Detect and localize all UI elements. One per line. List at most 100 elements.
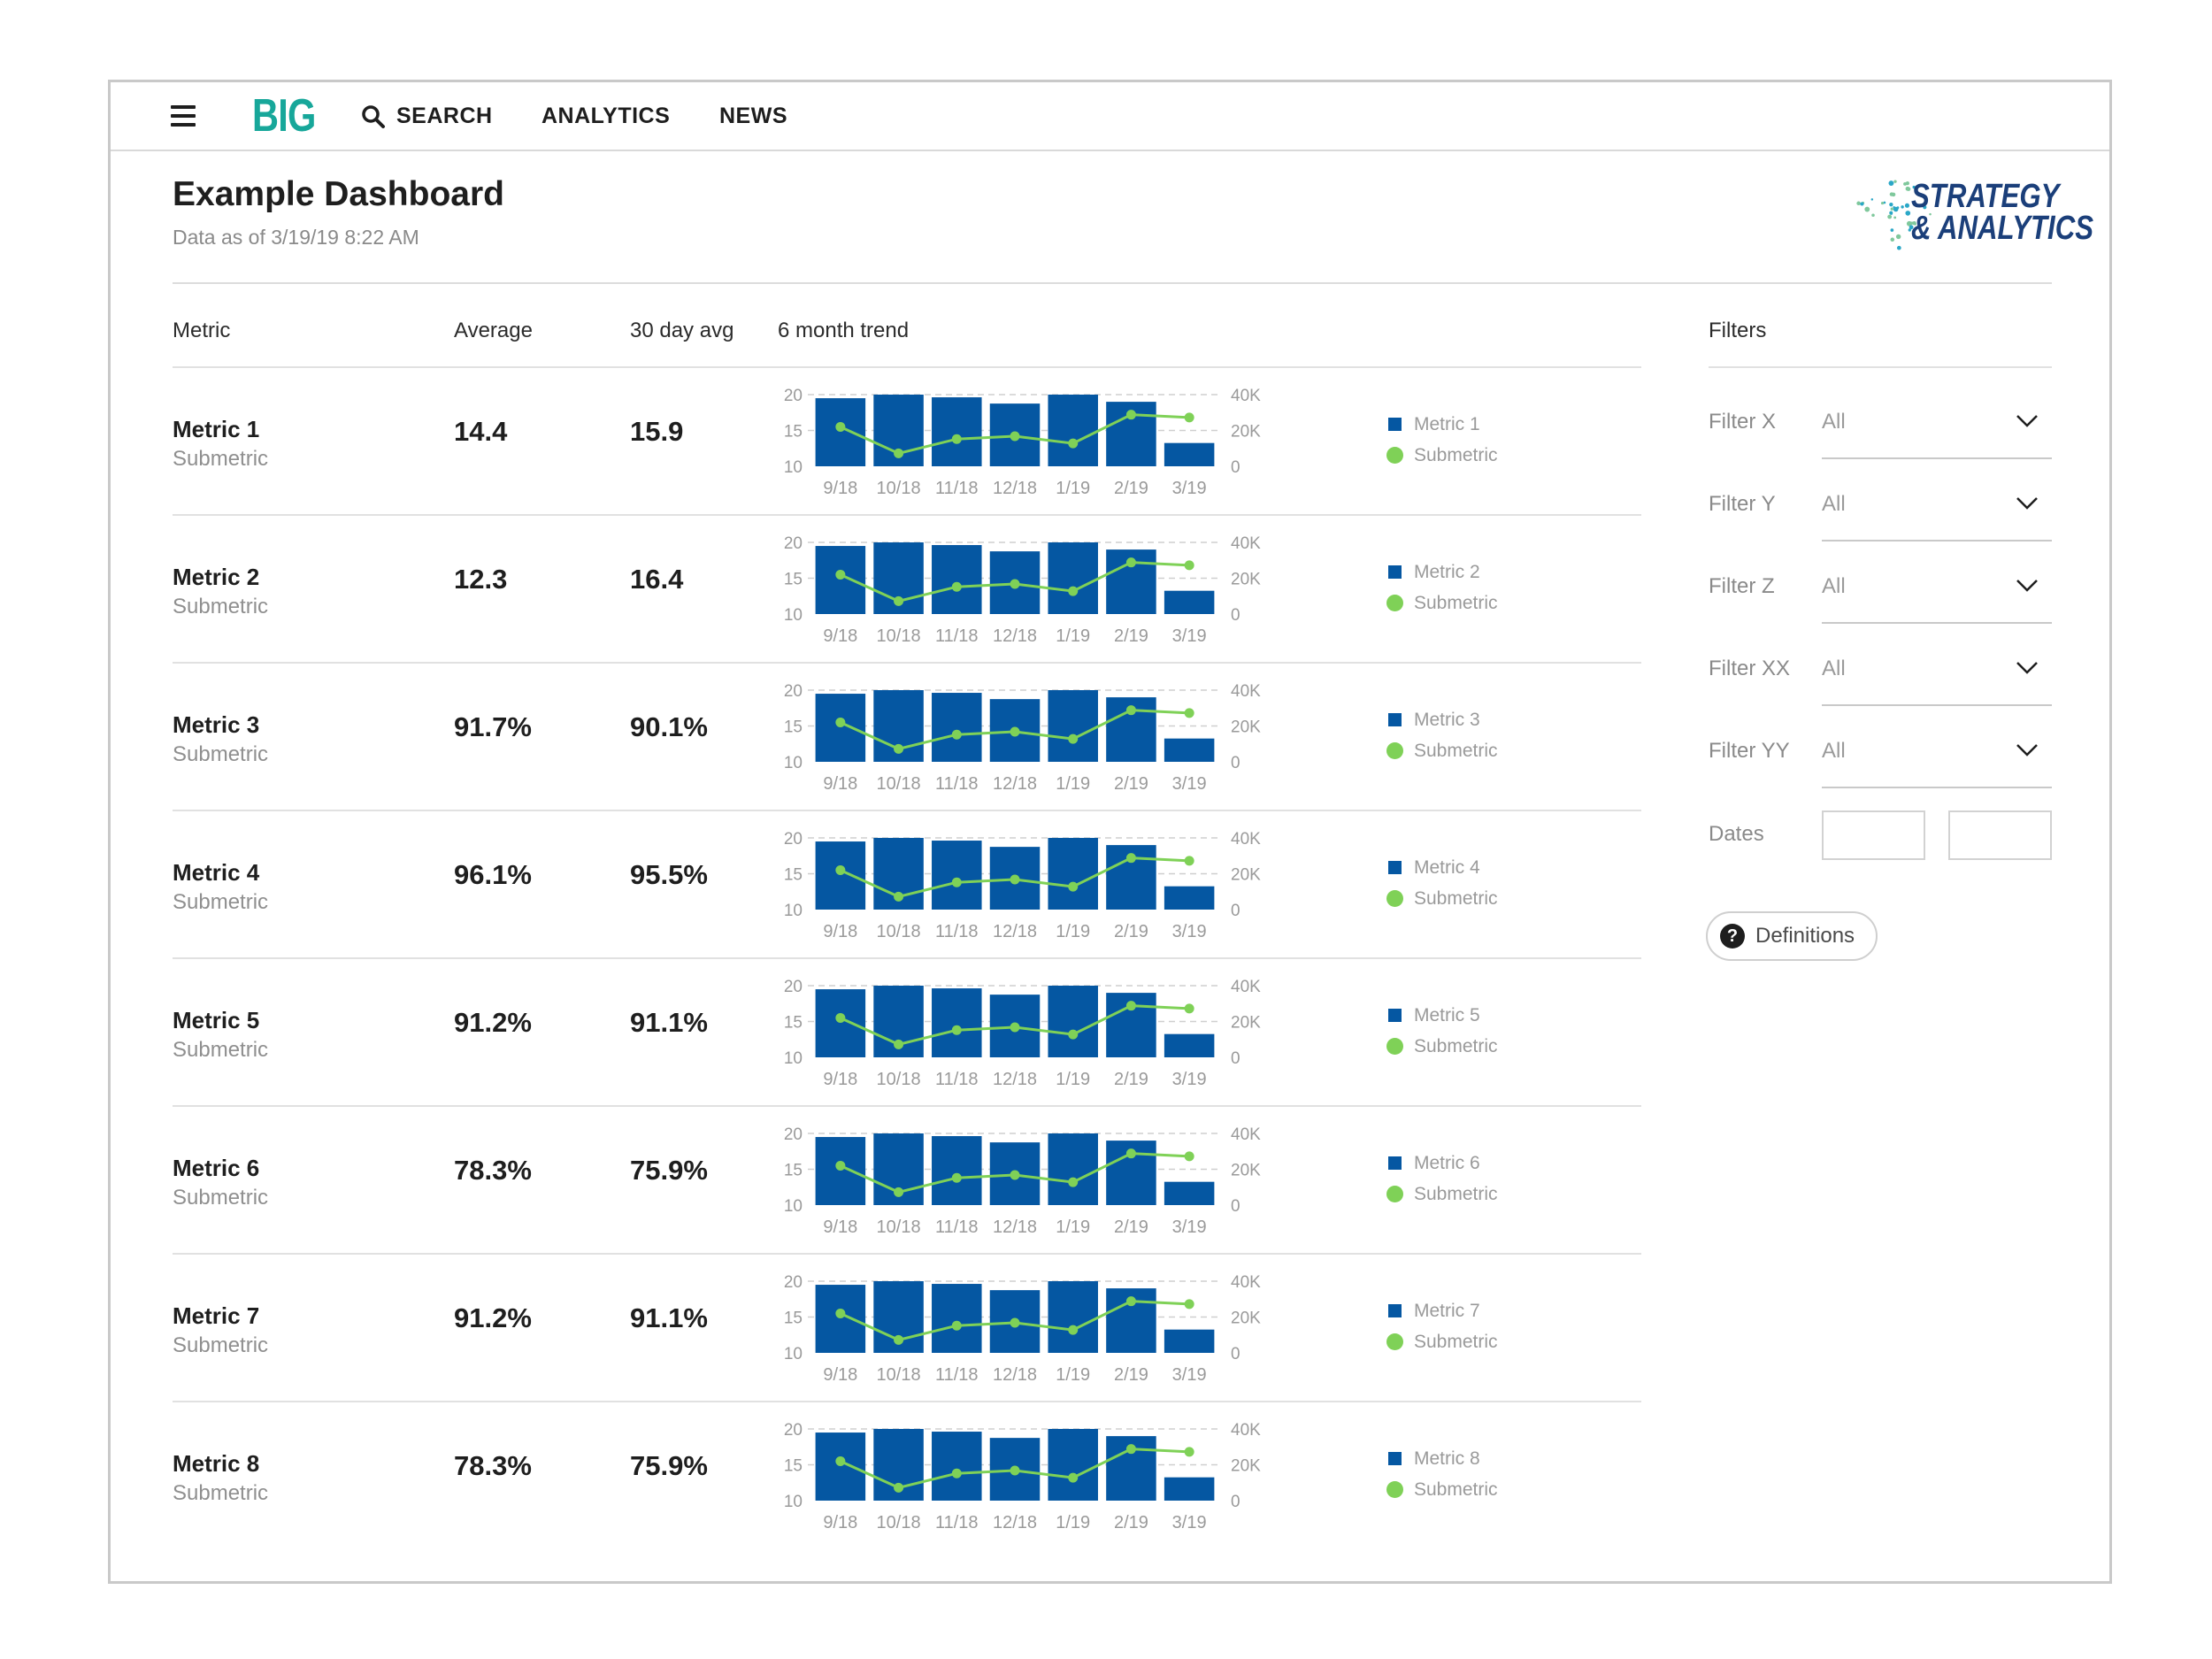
logo-dot bbox=[1908, 228, 1911, 232]
metric-30day-avg: 91.1% bbox=[630, 1007, 708, 1038]
submetric-point bbox=[951, 729, 962, 740]
y-left-tick-label: 10 bbox=[784, 1049, 803, 1068]
chart-bar bbox=[1048, 395, 1098, 466]
x-tick-label: 10/18 bbox=[877, 1217, 921, 1237]
submetric-point bbox=[1184, 1447, 1194, 1457]
submetric-point bbox=[835, 864, 846, 875]
x-tick-label: 3/19 bbox=[1172, 626, 1207, 646]
y-right-tick-label: 40K bbox=[1231, 1421, 1261, 1440]
submetric-point bbox=[1010, 1317, 1020, 1328]
nav-search[interactable]: SEARCH bbox=[361, 104, 493, 129]
filter-z-select[interactable]: All bbox=[1822, 574, 2052, 624]
date-start-input[interactable] bbox=[1822, 810, 1925, 860]
metric-average: 91.2% bbox=[454, 1302, 532, 1333]
metric-name: Metric 6 bbox=[173, 1155, 260, 1181]
submetric-point bbox=[1068, 1325, 1079, 1335]
row-divider bbox=[173, 366, 1641, 368]
col-head-average: Average bbox=[454, 319, 533, 342]
submetric-point bbox=[1125, 1001, 1136, 1011]
submetric-point bbox=[1125, 1148, 1136, 1159]
submetric-point bbox=[1010, 1465, 1020, 1476]
y-right-tick-label: 40K bbox=[1231, 978, 1261, 996]
y-left-tick-label: 10 bbox=[784, 606, 803, 625]
legend-item-line: Submetric bbox=[1386, 1031, 1498, 1062]
brand-logo[interactable]: BIG bbox=[252, 90, 316, 142]
legend-bar-label: Metric 6 bbox=[1414, 1152, 1480, 1173]
chart-bar bbox=[932, 988, 982, 1057]
x-tick-label: 12/18 bbox=[993, 1513, 1037, 1532]
metric-average: 91.2% bbox=[454, 1007, 532, 1038]
legend-square-swatch bbox=[1388, 861, 1402, 874]
trend-chart: 20 15 10 40K 20K 0 9/18 10/18 11/18 12/18 1/19 2/19… bbox=[784, 830, 1261, 941]
x-tick-label: 1/19 bbox=[1056, 774, 1090, 794]
x-tick-label: 1/19 bbox=[1056, 1513, 1090, 1532]
filter-x-select[interactable]: All bbox=[1822, 410, 2052, 459]
x-tick-label: 9/18 bbox=[823, 922, 857, 941]
x-tick-label: 1/19 bbox=[1056, 1365, 1090, 1385]
top-nav: BIG SEARCH ANALYTICS NEWS bbox=[111, 82, 2109, 151]
chart-bar bbox=[932, 545, 982, 614]
legend-bar-label: Metric 7 bbox=[1414, 1300, 1480, 1321]
strategy-analytics-logo: STRATEGY & ANALYTICS bbox=[1840, 169, 2093, 257]
submetric-point bbox=[1068, 1177, 1079, 1187]
metric-row: Metric 7 Submetric 91.2% 91.1% 20 15 10 40K 20K 0… bbox=[111, 1253, 1650, 1401]
y-left-tick-label: 15 bbox=[784, 1457, 803, 1476]
filter-y-select[interactable]: All bbox=[1822, 492, 2052, 541]
legend-item-bar: Metric 6 bbox=[1386, 1148, 1498, 1179]
logo-dots-graphic bbox=[1856, 180, 1932, 250]
chart-legend: Metric 8 Submetric bbox=[1386, 1443, 1498, 1505]
chart-bar bbox=[1048, 1133, 1098, 1205]
x-tick-label: 11/18 bbox=[935, 479, 979, 498]
nav-news[interactable]: NEWS bbox=[719, 104, 787, 128]
date-end-input[interactable] bbox=[1948, 810, 2052, 860]
submetric-point bbox=[1125, 557, 1136, 568]
x-tick-label: 12/18 bbox=[993, 922, 1037, 941]
y-left-tick-label: 20 bbox=[784, 387, 803, 405]
nav-analytics[interactable]: ANALYTICS bbox=[541, 104, 671, 128]
filter-xx-select[interactable]: All bbox=[1822, 657, 2052, 706]
chart-legend: Metric 6 Submetric bbox=[1386, 1148, 1498, 1210]
x-tick-label: 2/19 bbox=[1114, 922, 1148, 941]
chart-bar bbox=[1164, 1181, 1215, 1205]
y-right-tick-label: 0 bbox=[1231, 1345, 1240, 1363]
submetric-point bbox=[1125, 853, 1136, 864]
trend-chart: 20 15 10 40K 20K 0 9/18 10/18 11/18 12/18 1/19 2/19… bbox=[784, 1125, 1261, 1237]
logo-dot bbox=[1887, 214, 1893, 219]
metric-30day-avg: 90.1% bbox=[630, 711, 708, 742]
logo-dot bbox=[1912, 221, 1916, 226]
x-tick-label: 3/19 bbox=[1172, 1365, 1207, 1385]
hamburger-menu-icon[interactable] bbox=[171, 105, 196, 127]
x-tick-label: 9/18 bbox=[823, 626, 857, 646]
logo-dot bbox=[1880, 202, 1885, 205]
legend-square-swatch bbox=[1388, 1452, 1402, 1465]
filters-heading: Filters bbox=[1709, 319, 1767, 342]
chart-bar bbox=[815, 546, 866, 614]
filter-yy-select[interactable]: All bbox=[1822, 739, 2052, 788]
y-right-tick-label: 20K bbox=[1231, 1014, 1261, 1033]
logo-dot bbox=[1871, 213, 1875, 217]
chart-bar bbox=[1048, 838, 1098, 910]
header-divider bbox=[173, 282, 2052, 284]
x-tick-label: 12/18 bbox=[993, 1070, 1037, 1089]
logo-dot bbox=[1924, 195, 1927, 198]
x-tick-label: 11/18 bbox=[935, 1217, 979, 1237]
y-right-tick-label: 40K bbox=[1231, 830, 1261, 849]
y-left-tick-label: 15 bbox=[784, 1014, 803, 1033]
definitions-button[interactable]: ? Definitions bbox=[1706, 911, 1878, 961]
legend-bar-label: Metric 3 bbox=[1414, 709, 1480, 730]
filters-divider bbox=[1709, 366, 2052, 368]
legend-dot-swatch bbox=[1386, 890, 1403, 907]
x-tick-label: 3/19 bbox=[1172, 1070, 1207, 1089]
y-left-tick-label: 15 bbox=[784, 866, 803, 885]
y-right-tick-label: 0 bbox=[1231, 1049, 1240, 1068]
submetric-point bbox=[1184, 1151, 1194, 1162]
submetric-point bbox=[835, 1160, 846, 1171]
submetric-point bbox=[835, 569, 846, 580]
y-left-tick-label: 20 bbox=[784, 830, 803, 849]
logo-text-line2: & ANALYTICS bbox=[1911, 210, 2093, 247]
logo-dot bbox=[1916, 186, 1919, 189]
legend-line-label: Submetric bbox=[1414, 1183, 1498, 1204]
submetric-point bbox=[1184, 560, 1194, 571]
metric-name: Metric 2 bbox=[173, 564, 260, 590]
legend-dot-swatch bbox=[1386, 742, 1403, 759]
